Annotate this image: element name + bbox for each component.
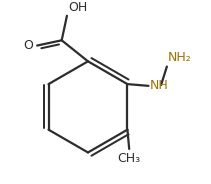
Text: CH₃: CH₃ (118, 153, 141, 165)
Text: NH₂: NH₂ (168, 51, 192, 64)
Text: O: O (23, 39, 33, 52)
Text: NH: NH (150, 79, 169, 92)
Text: OH: OH (68, 1, 87, 14)
